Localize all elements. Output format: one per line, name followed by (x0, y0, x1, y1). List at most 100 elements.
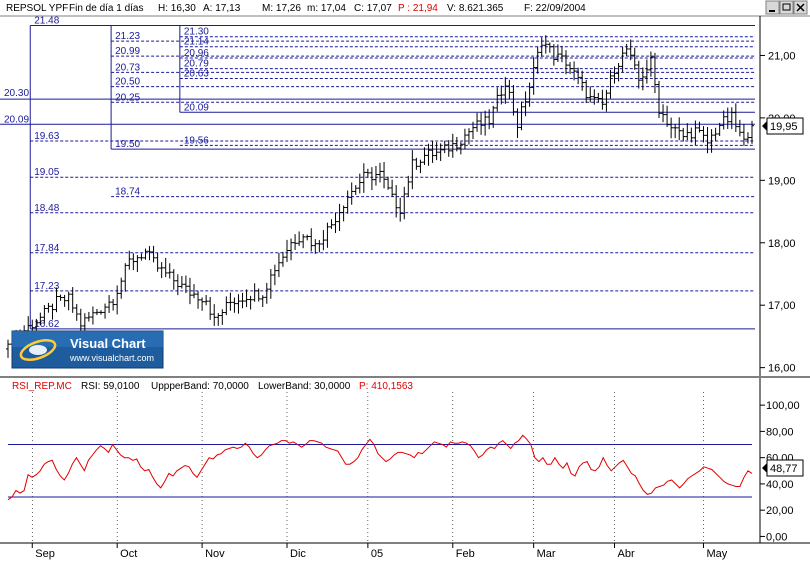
time-axis-label: May (706, 548, 727, 560)
price-bar (487, 109, 492, 130)
price-bar (127, 250, 132, 270)
current-price-label: 19,95 (770, 121, 798, 133)
price-bar (741, 124, 746, 146)
price-bar (289, 238, 294, 261)
rsi-lower-label: LowerBand: 30,0000 (258, 381, 351, 392)
price-bar (301, 234, 306, 249)
price-bar (725, 107, 730, 129)
header-min: m: 17,04 (307, 3, 346, 14)
fib-level-label: 20.96 (184, 48, 209, 59)
fib-level-label: 21.14 (184, 37, 209, 48)
fib-level-label: 20.99 (115, 46, 140, 57)
header-period: Fin de día 1 días (69, 3, 144, 14)
price-bar (293, 234, 298, 250)
price-bar (58, 294, 63, 301)
fib-level-outer-label: 20.09 (4, 114, 29, 125)
price-bar (418, 159, 423, 174)
price-bar (632, 47, 637, 70)
price-bar (543, 35, 548, 54)
price-bar (491, 105, 496, 128)
price-bar (131, 253, 136, 271)
price-bar (357, 173, 362, 194)
price-bar (677, 117, 682, 141)
price-bar (143, 248, 148, 260)
price-bar (685, 123, 690, 141)
price-bar (224, 296, 229, 316)
time-axis-label: Abr (618, 548, 635, 560)
rsi-axis-label: 80,00 (766, 426, 794, 438)
fib-level-label: 20.63 (184, 69, 209, 80)
price-bar (103, 303, 108, 319)
time-axis-label: Dic (290, 548, 306, 560)
price-bar (111, 298, 116, 311)
price-bar (576, 67, 581, 85)
price-bar (365, 168, 370, 178)
price-bar (151, 245, 156, 263)
time-axis: Sep Oct Nov Dic 05 Feb Mar Abr May (31, 543, 728, 560)
price-bar (66, 291, 71, 311)
header-v: V: 8.621.365 (447, 3, 504, 14)
price-bar (394, 185, 399, 218)
price-bar (559, 45, 564, 63)
price-bar (94, 308, 99, 316)
price-bar (220, 309, 225, 325)
fib-level-label: 16.62 (34, 319, 59, 330)
price-bar (592, 89, 597, 105)
price-bar (568, 62, 573, 74)
price-bar (600, 89, 605, 110)
price-bar (38, 312, 43, 326)
price-bar (709, 129, 714, 153)
price-bar (196, 290, 201, 309)
price-bar (438, 143, 443, 162)
price-bar (446, 140, 451, 157)
price-bar (564, 50, 568, 75)
price-bar (454, 136, 459, 152)
price-bar (507, 79, 512, 100)
price-bar (495, 87, 500, 112)
price-bar (260, 295, 265, 308)
rsi-axis-label: 100,00 (766, 400, 800, 412)
price-bar (588, 86, 593, 103)
price-bar (232, 297, 237, 313)
price-bar (216, 312, 221, 326)
price-bar (42, 305, 47, 324)
price-axis-label: 18,00 (768, 238, 796, 250)
price-bar (402, 186, 407, 220)
fib-level-label: 20.79 (184, 59, 209, 70)
price-bar (422, 147, 427, 165)
price-axis-label: 21,00 (768, 50, 796, 62)
price-bar (337, 203, 342, 232)
minimize-button[interactable] (765, 0, 780, 15)
fib-level-label: 19.50 (115, 139, 140, 150)
fib-level-label: 19.56 (184, 135, 209, 146)
price-bar (604, 89, 609, 112)
price-bar (86, 311, 91, 322)
price-bar (689, 127, 694, 143)
price-bar (123, 263, 128, 292)
price-bar (155, 252, 160, 272)
price-bar (406, 175, 411, 198)
price-bar (737, 119, 742, 137)
close-button[interactable] (793, 0, 808, 15)
maximize-button[interactable] (779, 0, 794, 15)
price-bar (74, 304, 79, 321)
price-bar (511, 84, 516, 116)
price-bar (78, 308, 83, 335)
price-bar (596, 92, 601, 103)
header-m: M: 17,26 (262, 3, 301, 14)
visual-chart-logo: Visual Chart www.visualchart.com (11, 330, 164, 369)
price-bar (665, 105, 670, 127)
fib-level-outer-label: 20.30 (4, 88, 29, 99)
price-bar (733, 103, 738, 132)
time-axis-label: Mar (537, 548, 556, 560)
time-axis-label: Oct (120, 548, 137, 560)
price-bar (200, 297, 205, 311)
price-bar (268, 269, 273, 299)
price-bar (535, 46, 540, 74)
time-axis-label: Nov (205, 548, 225, 560)
price-bar (353, 185, 358, 195)
price-bar (616, 63, 621, 82)
price-bar (426, 143, 431, 166)
price-bar (244, 289, 249, 308)
price-bar (208, 296, 213, 320)
